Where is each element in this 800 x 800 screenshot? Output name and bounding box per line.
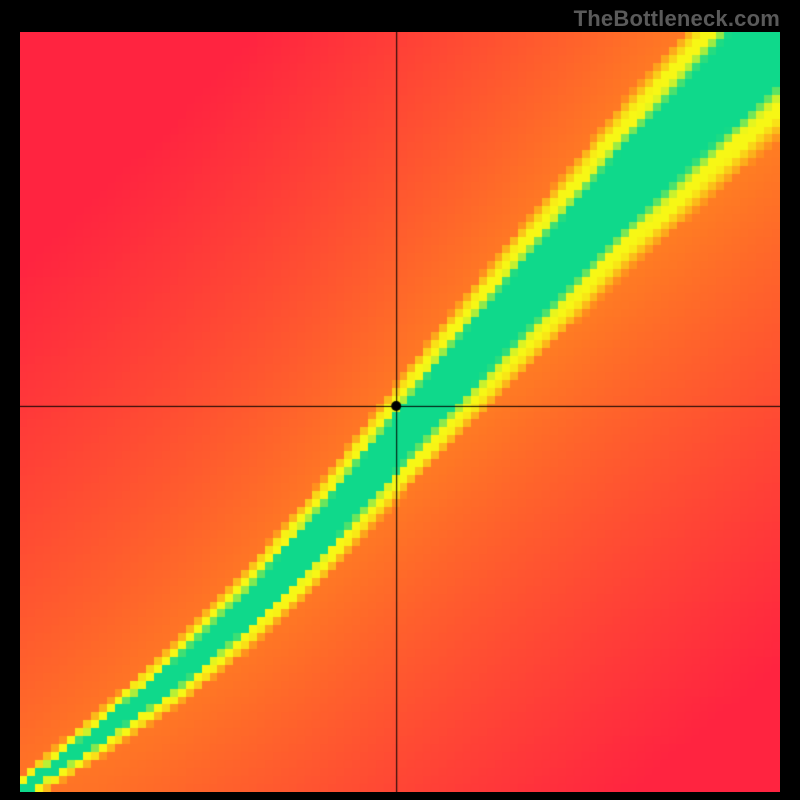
heatmap-canvas bbox=[20, 32, 780, 792]
bottleneck-heatmap bbox=[20, 32, 780, 792]
watermark-text: TheBottleneck.com bbox=[574, 6, 780, 32]
